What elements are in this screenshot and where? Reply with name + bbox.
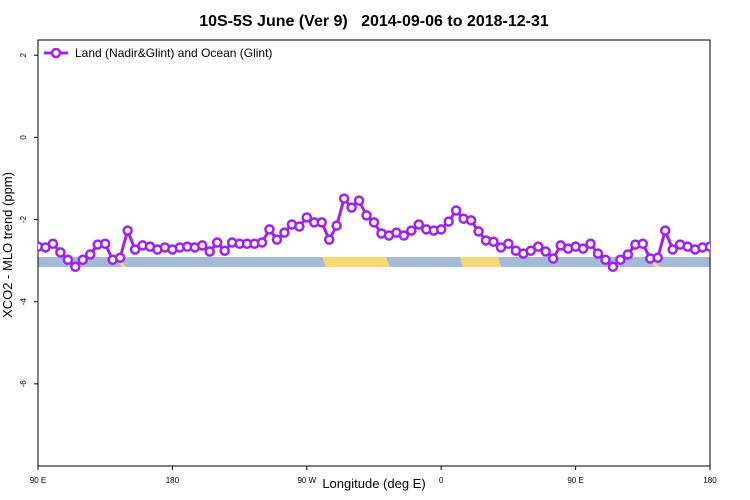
plot-area bbox=[38, 193, 710, 273]
data-point bbox=[615, 254, 626, 266]
data-point bbox=[547, 253, 559, 264]
data-point bbox=[122, 225, 133, 236]
data-point bbox=[264, 224, 275, 235]
y-tick-label: 0 bbox=[19, 135, 28, 140]
x-tick-label: 180 bbox=[703, 476, 717, 485]
data-point bbox=[622, 249, 634, 260]
data-point bbox=[413, 219, 425, 230]
x-tick-label: 90 E bbox=[567, 476, 583, 485]
land-band bbox=[322, 257, 390, 267]
data-point bbox=[197, 240, 208, 251]
data-point bbox=[62, 254, 74, 266]
data-point bbox=[271, 234, 283, 245]
data-point bbox=[316, 217, 327, 228]
data-point bbox=[585, 238, 596, 250]
data-point bbox=[637, 238, 649, 250]
data-point bbox=[368, 217, 380, 228]
data-point bbox=[47, 238, 59, 250]
y-axis-label: XCO2 - MLO trend (ppm) bbox=[0, 172, 15, 318]
y-tick-label: -6 bbox=[19, 380, 28, 388]
chart-title: 10S-5S June (Ver 9) 2014-09-06 to 2018-1… bbox=[199, 13, 549, 30]
data-point bbox=[301, 212, 313, 223]
x-tick-label: 90 E bbox=[30, 476, 46, 485]
data-point bbox=[219, 245, 230, 256]
x-tick-label: 0 bbox=[439, 476, 444, 485]
data-point bbox=[525, 245, 537, 256]
data-point bbox=[99, 238, 111, 250]
data-point bbox=[659, 225, 671, 236]
y-tick-label: -2 bbox=[19, 215, 28, 223]
data-point bbox=[607, 261, 619, 273]
data-point bbox=[450, 205, 462, 216]
data-point bbox=[211, 237, 223, 248]
data-point bbox=[338, 193, 350, 204]
data-point bbox=[540, 246, 551, 257]
data-point bbox=[346, 202, 357, 213]
x-axis-label: Longitude (deg E) bbox=[322, 476, 425, 491]
data-point bbox=[533, 241, 544, 252]
data-point bbox=[435, 224, 447, 235]
data-point bbox=[652, 252, 663, 263]
plot-frame bbox=[37, 39, 711, 467]
data-point bbox=[465, 215, 477, 226]
x-tick-label: 180 bbox=[166, 476, 180, 485]
land-band bbox=[460, 257, 501, 267]
data-point bbox=[353, 195, 365, 206]
data-point bbox=[406, 225, 417, 236]
data-point bbox=[55, 247, 66, 258]
data-point bbox=[279, 227, 290, 238]
data-point bbox=[667, 244, 678, 255]
data-point bbox=[331, 220, 342, 231]
data-point bbox=[704, 241, 710, 252]
data-point bbox=[600, 254, 611, 266]
data-point bbox=[443, 216, 454, 227]
data-point bbox=[256, 237, 268, 248]
data-point bbox=[85, 249, 96, 260]
data-point bbox=[398, 230, 410, 241]
data-point bbox=[361, 210, 372, 221]
data-point bbox=[473, 226, 484, 237]
x-tick-label: 90 W bbox=[297, 476, 316, 485]
data-point bbox=[114, 252, 126, 263]
data-point bbox=[204, 246, 215, 257]
y-tick-label: -4 bbox=[19, 298, 28, 306]
data-point bbox=[294, 221, 305, 232]
data-point bbox=[323, 234, 335, 245]
data-point bbox=[577, 243, 589, 254]
data-point bbox=[503, 238, 514, 250]
data-point bbox=[592, 248, 604, 259]
data-point bbox=[129, 244, 141, 255]
data-point bbox=[488, 236, 499, 247]
y-tick-label: 2 bbox=[19, 52, 28, 57]
legend-label: Land (Nadir&Glint) and Ocean (Glint) bbox=[75, 46, 272, 60]
legend-marker bbox=[50, 47, 62, 59]
data-point bbox=[70, 261, 81, 273]
data-point bbox=[77, 254, 89, 266]
